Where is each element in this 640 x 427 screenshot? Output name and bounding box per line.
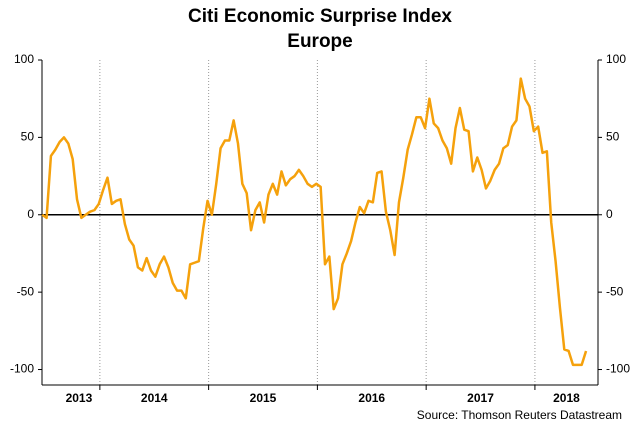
y-tick-label: 100 <box>14 52 34 66</box>
chart-subtitle: Europe <box>287 31 352 52</box>
y-tick-label: -50 <box>17 284 35 298</box>
x-tick-label: 2016 <box>358 391 385 405</box>
x-tick-label: 2013 <box>66 391 93 405</box>
data-line <box>41 77 588 367</box>
source-note: Source: Thomson Reuters Datastream <box>417 408 622 422</box>
y2-tick-label: 50 <box>606 130 620 144</box>
x-tick-label: 2018 <box>553 391 580 405</box>
y2-tick-label: 100 <box>606 52 626 66</box>
y-tick-label: 0 <box>27 207 34 221</box>
x-tick-label: 2017 <box>467 391 494 405</box>
y-tick-label: 50 <box>21 130 35 144</box>
y2-tick-label: 0 <box>606 207 613 221</box>
x-tick-label: 2015 <box>250 391 277 405</box>
y-tick-label: -100 <box>10 362 34 376</box>
chart-title: Citi Economic Surprise Index <box>188 6 452 27</box>
y2-tick-label: -50 <box>606 284 624 298</box>
y2-tick-label: -100 <box>606 362 630 376</box>
x-tick-label: 2014 <box>141 391 168 405</box>
